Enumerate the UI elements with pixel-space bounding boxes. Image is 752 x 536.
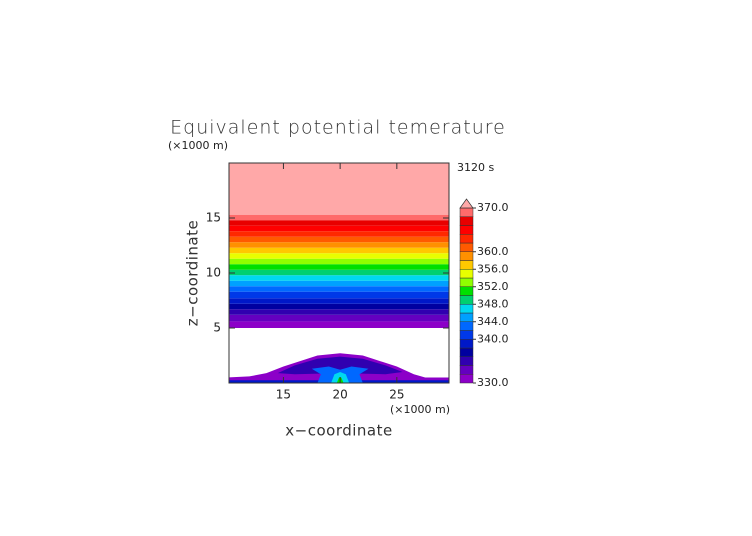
colorbar-segment [459, 356, 474, 366]
colorbar-segment [459, 269, 474, 279]
contour-band [229, 220, 449, 226]
y-axis-label: z−coordinate [184, 220, 202, 326]
contour-band [229, 231, 449, 237]
colorbar-segment [459, 374, 474, 384]
x-tick-label: 15 [276, 388, 291, 402]
colorbar-segment [459, 225, 474, 235]
contour-band [229, 275, 449, 281]
contour-band [229, 291, 449, 299]
colorbar-tick-label: 340.0 [477, 332, 509, 345]
colorbar-tick-label: 352.0 [477, 280, 509, 293]
contour-band [229, 247, 449, 254]
contour-band [229, 280, 449, 287]
contour-band [229, 269, 449, 276]
contour-band [229, 264, 449, 270]
colorbar-segment [459, 216, 474, 226]
colorbar-tick-label: 330.0 [477, 376, 509, 389]
contour-band [229, 163, 449, 215]
contour-band [229, 225, 449, 232]
contour-band [229, 214, 449, 221]
colorbar-segment [459, 312, 474, 322]
x-axis-label: x−coordinate [285, 422, 392, 440]
y-tick-label: 5 [213, 321, 221, 335]
time-label: 3120 s [457, 161, 494, 174]
chart-title: Equivalent potential temerature [170, 117, 506, 139]
colorbar-tick-label: 344.0 [477, 315, 509, 328]
y-tick-label: 15 [206, 211, 221, 225]
x-tick-label: 25 [389, 388, 404, 402]
colorbar-segment [459, 251, 474, 261]
colorbar-tick-label: 370.0 [477, 201, 509, 214]
colorbar-segment [459, 330, 474, 340]
contour-band [229, 321, 449, 328]
colorbar-extension [459, 198, 474, 209]
x-unit: (×1000 m) [390, 403, 450, 416]
contour-band [229, 303, 449, 310]
contour-region [277, 356, 403, 375]
colorbar-segment [459, 234, 474, 244]
colorbar-segment [459, 339, 474, 349]
contour-band [229, 242, 449, 248]
colorbar-tick-label: 348.0 [477, 297, 509, 310]
contour-band [229, 314, 449, 322]
contour-band [229, 236, 449, 243]
colorbar-segment [459, 304, 474, 314]
colorbar-segment [459, 242, 474, 252]
colorbar-segment [459, 260, 474, 270]
colorbar-segment [459, 207, 474, 217]
plot-area [229, 163, 449, 383]
colorbar-tick-label: 356.0 [477, 262, 509, 275]
contour-band [229, 253, 449, 259]
colorbar-segment [459, 295, 474, 305]
y-tick-label: 10 [206, 266, 221, 280]
colorbar-tick-label: 360.0 [477, 245, 509, 258]
contour-band [229, 258, 449, 265]
colorbar-segment [459, 321, 474, 331]
colorbar-segment [459, 286, 474, 296]
colorbar-segment [459, 347, 474, 357]
colorbar-segment [459, 365, 474, 375]
contour-band [229, 309, 449, 315]
contour-band [229, 298, 449, 304]
x-tick-label: 20 [332, 388, 347, 402]
contour-band [229, 286, 449, 292]
colorbar-segment [459, 277, 474, 287]
y-unit: (×1000 m) [168, 139, 228, 152]
